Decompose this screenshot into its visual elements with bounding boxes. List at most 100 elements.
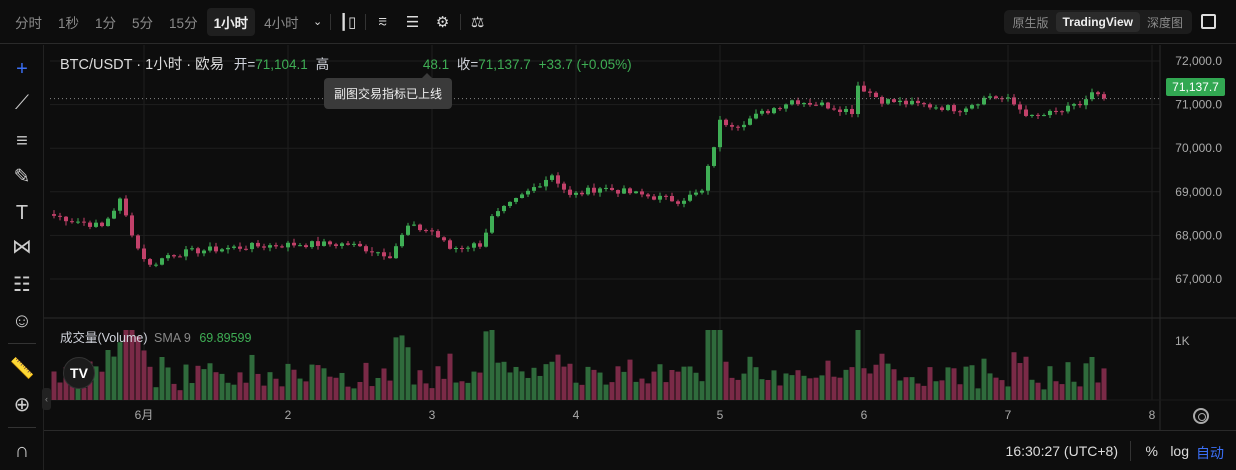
volume-bar (603, 384, 609, 400)
candle-body (214, 246, 218, 252)
timeframe-5[interactable]: 1小时 (206, 7, 256, 36)
candle-body (838, 109, 842, 113)
volume-bar (837, 377, 843, 400)
crosshair-icon[interactable]: + (16, 58, 28, 80)
tradingview-logo[interactable]: TV (63, 357, 95, 389)
volume-bar (105, 349, 111, 400)
collapse-toolbar-button[interactable]: ‹ (42, 388, 51, 410)
candle-body (274, 245, 278, 247)
text-icon[interactable]: T (15, 202, 29, 224)
volume-bar (627, 359, 633, 400)
timeframe-4[interactable]: 15分 (169, 15, 198, 31)
timeframe-2[interactable]: 1分 (95, 15, 117, 31)
fullscreen-icon[interactable] (1201, 14, 1216, 29)
timeframe-6[interactable]: 4小时 (264, 15, 299, 31)
horizontal-lines-icon[interactable]: ≡ (16, 130, 28, 152)
time-tick-label: 5 (717, 408, 724, 422)
price-tick-label: 71,000.0 (1175, 98, 1222, 112)
percent-toggle[interactable]: % (1145, 443, 1158, 459)
candle-body (88, 222, 92, 227)
candle-body (652, 196, 656, 200)
volume-tick-label: 1K (1175, 334, 1190, 348)
volume-bar (1095, 382, 1101, 400)
auto-scale-toggle[interactable]: 自动 (1196, 445, 1224, 461)
view-tab-2[interactable]: 深度图 (1146, 15, 1183, 30)
candle-body (448, 240, 452, 249)
timeframe-3[interactable]: 5分 (132, 15, 154, 31)
view-tab-0[interactable]: 原生版 (1012, 15, 1049, 30)
candle-body (832, 108, 836, 110)
timeframe-0[interactable]: 分时 (15, 15, 42, 31)
gear-icon[interactable]: ⚙ (435, 13, 450, 31)
close-value: 71,137.7 (478, 57, 531, 72)
volume-bar (843, 369, 849, 400)
candle-body (400, 234, 404, 247)
volume-bar (345, 386, 351, 400)
log-toggle[interactable]: log (1170, 443, 1189, 459)
candle-body (946, 105, 950, 111)
candle-body (376, 252, 380, 254)
zoom-in-icon[interactable]: ⊕ (13, 394, 31, 416)
fib-icon[interactable]: ☷ (13, 274, 31, 296)
indicator-icon[interactable]: ⩳ (378, 13, 387, 30)
candle-body (268, 245, 272, 248)
volume-bar (987, 373, 993, 400)
candle-body (874, 92, 878, 98)
candle-type-icon[interactable]: ┃▯ (338, 13, 357, 31)
chart-settings-icon[interactable] (1193, 408, 1209, 424)
view-tab-1[interactable]: TradingView (1055, 12, 1140, 32)
candle-body (736, 126, 740, 128)
volume-bar (819, 375, 825, 400)
candle-body (364, 246, 368, 252)
volume-bar (519, 371, 525, 400)
candle-body (508, 201, 512, 206)
volume-bar (813, 377, 819, 400)
brush-icon[interactable]: ✎ (13, 166, 31, 188)
candle-body (862, 85, 866, 92)
volume-bar (291, 369, 297, 400)
volume-bar (501, 361, 507, 400)
time-tick-label: 3 (429, 408, 436, 422)
candle-body (256, 242, 260, 247)
candle-body (904, 100, 908, 105)
volume-bar (675, 371, 681, 400)
volume-bar (981, 358, 987, 400)
candle-body (754, 113, 758, 119)
volume-bar (831, 376, 837, 400)
candle-body (982, 97, 986, 105)
volume-bar (399, 335, 405, 400)
volume-bar (429, 388, 435, 400)
magnet-icon[interactable]: ∩ (14, 440, 30, 462)
timeframe-1[interactable]: 1秒 (58, 15, 80, 31)
candle-body (664, 195, 668, 197)
close-label: 收= (456, 57, 479, 72)
volume-bar (645, 383, 651, 400)
volume-bar (405, 347, 411, 400)
scale-icon[interactable]: ⚖ (470, 13, 485, 31)
candle-body (1096, 92, 1100, 95)
divider (364, 13, 366, 30)
volume-bar (159, 356, 165, 400)
emoji-icon[interactable]: ☺ (11, 310, 33, 332)
volume-bar (495, 362, 501, 400)
ruler-icon[interactable]: 📏 (9, 358, 35, 380)
candle-body (724, 119, 728, 126)
pattern-icon[interactable]: ⋈ (12, 236, 32, 258)
price-chart[interactable]: 72,000.0 71,000.0 70,000.0 69,000.0 68,000.0… (0, 0, 1236, 430)
trend-line-icon[interactable]: ⟋ (15, 92, 29, 114)
volume-bar (393, 337, 399, 400)
candle-body (226, 247, 230, 250)
volume-bar (1089, 356, 1095, 400)
candle-body (514, 198, 518, 202)
layout-icon[interactable]: ☰ (405, 13, 420, 31)
candle-body (1102, 94, 1106, 99)
candle-body (232, 246, 236, 248)
volume-bar (1083, 363, 1089, 400)
ohlc-legend: BTC/USDT · 1小时 · 欧易 开=71,104.1 高 48.1 收=… (60, 53, 632, 74)
chevron-down-icon[interactable]: ⌄ (313, 16, 323, 28)
volume-bar (717, 330, 723, 400)
volume-bar (789, 375, 795, 400)
candle-body (472, 243, 476, 248)
volume-bar (903, 377, 909, 400)
candle-body (310, 241, 314, 248)
